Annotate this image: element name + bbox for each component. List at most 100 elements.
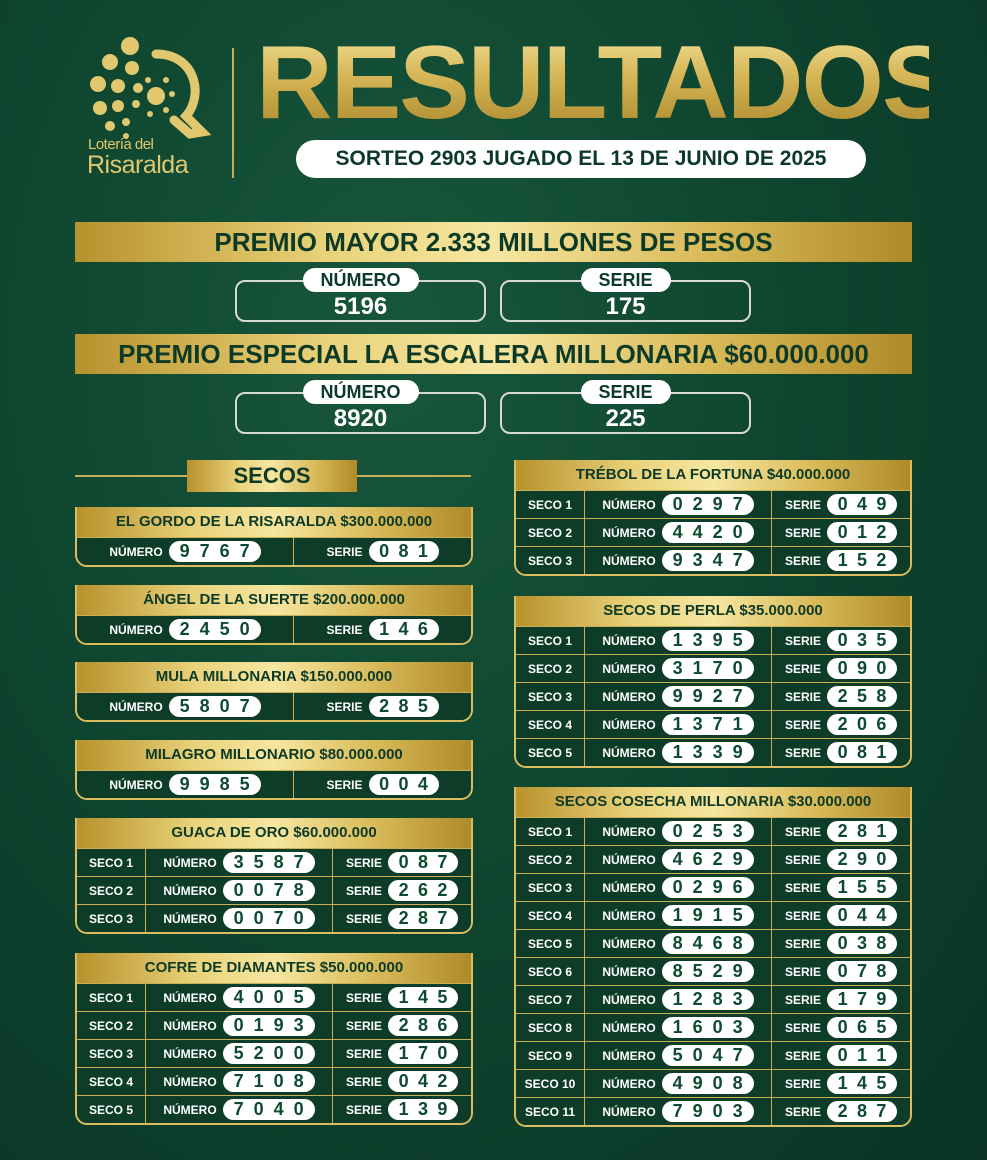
numero-label: NÚMERO [163, 1102, 217, 1117]
digit: 2 [837, 821, 848, 841]
digit: 3 [732, 989, 743, 1009]
digit: 0 [398, 1071, 409, 1091]
prize-block: COFRE DE DIAMANTES $50.000.000 SECO 1 NÚME… [75, 953, 473, 1125]
brand-line2: Risaralda [87, 151, 189, 179]
seco-label: SECO 7 [527, 992, 572, 1007]
numero-cell: NÚMERO 8 5 2 9 [584, 958, 771, 985]
prize-block: TRÉBOL DE LA FORTUNA $40.000.000 SECO 1 NÚ… [514, 460, 912, 576]
numero-cell: NÚMERO 3 1 7 0 [584, 655, 771, 682]
serie-label: SERIE [784, 992, 821, 1007]
digit: 2 [837, 714, 848, 734]
digit: 0 [837, 905, 848, 925]
numero-label: NÚMERO [602, 633, 656, 648]
serie-label: SERIE [784, 852, 821, 867]
digit: 0 [293, 1043, 304, 1063]
digit: 7 [239, 696, 250, 716]
draw-info-pill: SORTEO 2903 JUGADO EL 13 DE JUNIO DE 202… [296, 140, 866, 178]
table-row: SECO 3 NÚMERO 9 3 4 7 SERIE 1 5 2 [516, 546, 910, 574]
digit: 5 [876, 630, 887, 650]
serie-cell: SERIE 1 5 2 [771, 547, 910, 574]
numero-cell: NÚMERO 9 7 6 7 [77, 538, 293, 565]
digit: 0 [273, 1071, 284, 1091]
table-row: SECO 1 NÚMERO 0 2 5 3 SERIE 2 8 1 [516, 817, 910, 845]
serie-cell: SERIE 0 8 1 [771, 739, 910, 766]
table-row: SECO 2 NÚMERO 0 0 7 8 SERIE 2 6 2 [77, 876, 471, 904]
serie-cell: SERIE 0 0 4 [293, 771, 471, 798]
serie-cell: SERIE 0 4 9 [771, 491, 910, 518]
digit: 5 [179, 696, 190, 716]
numero-cell: NÚMERO 1 6 0 3 [584, 1014, 771, 1041]
serie-cell: SERIE 1 7 9 [771, 986, 910, 1013]
digit: 3 [672, 658, 683, 678]
digit: 9 [876, 494, 887, 514]
prize-block: ÁNGEL DE LA SUERTE $200.000.000 NÚMERO 2 4 5… [75, 585, 473, 645]
prize-title: MULA MILLONARIA $150.000.000 [77, 662, 471, 692]
digit: 7 [672, 1101, 683, 1121]
prize-title: SECOS DE PERLA $35.000.000 [516, 596, 910, 626]
digit: 1 [379, 619, 390, 639]
numero-label: NÚMERO [602, 852, 656, 867]
digit: 5 [732, 630, 743, 650]
digit: 7 [732, 550, 743, 570]
digit: 7 [273, 908, 284, 928]
digit: 2 [379, 696, 390, 716]
table-row: SECO 3 NÚMERO 9 9 2 7 SERIE 2 5 8 [516, 682, 910, 710]
digit: 7 [199, 541, 210, 561]
digit: 0 [837, 933, 848, 953]
serie-label: SERIE [345, 1102, 382, 1117]
numero-label: NÚMERO [163, 1046, 217, 1061]
digit: 5 [856, 686, 867, 706]
digit: 6 [219, 541, 230, 561]
digit: 5 [672, 1045, 683, 1065]
digit: 9 [672, 550, 683, 570]
digit: 3 [732, 1101, 743, 1121]
digit: 3 [732, 821, 743, 841]
digit: 6 [437, 1015, 448, 1035]
numero-label: NÚMERO [602, 745, 656, 760]
digit: 9 [179, 774, 190, 794]
seco-label: SECO 3 [527, 553, 572, 568]
digit: 2 [712, 849, 723, 869]
premio-especial-serie-box: SERIE 225 [500, 380, 751, 434]
digit: 0 [253, 880, 264, 900]
numero-label: NÚMERO [109, 699, 163, 714]
digit: 8 [417, 1015, 428, 1035]
digit: 7 [417, 1043, 428, 1063]
digit: 0 [379, 774, 390, 794]
digit: 9 [712, 877, 723, 897]
numero-cell: NÚMERO 5 8 0 7 [77, 693, 293, 720]
digit: 7 [732, 686, 743, 706]
numero-cell: NÚMERO 0 1 9 3 [145, 1012, 332, 1039]
digit: 7 [856, 989, 867, 1009]
digit: 1 [253, 1015, 264, 1035]
serie-label: SERIE [784, 717, 821, 732]
numero-cell: NÚMERO 7 1 0 8 [145, 1068, 332, 1095]
digit: 5 [233, 1043, 244, 1063]
digit: 7 [856, 961, 867, 981]
numero-label: NÚMERO [602, 1048, 656, 1063]
numero-cell: NÚMERO 4 9 0 8 [584, 1070, 771, 1097]
digit: 2 [712, 686, 723, 706]
serie-label: SERIE [326, 544, 363, 559]
numero-label: NÚMERO [109, 544, 163, 559]
serie-label: SERIE [784, 745, 821, 760]
digit: 1 [253, 1071, 264, 1091]
seco-label: SECO 9 [527, 1048, 572, 1063]
digit: 4 [692, 522, 703, 542]
digit: 0 [672, 494, 683, 514]
digit: 4 [856, 905, 867, 925]
